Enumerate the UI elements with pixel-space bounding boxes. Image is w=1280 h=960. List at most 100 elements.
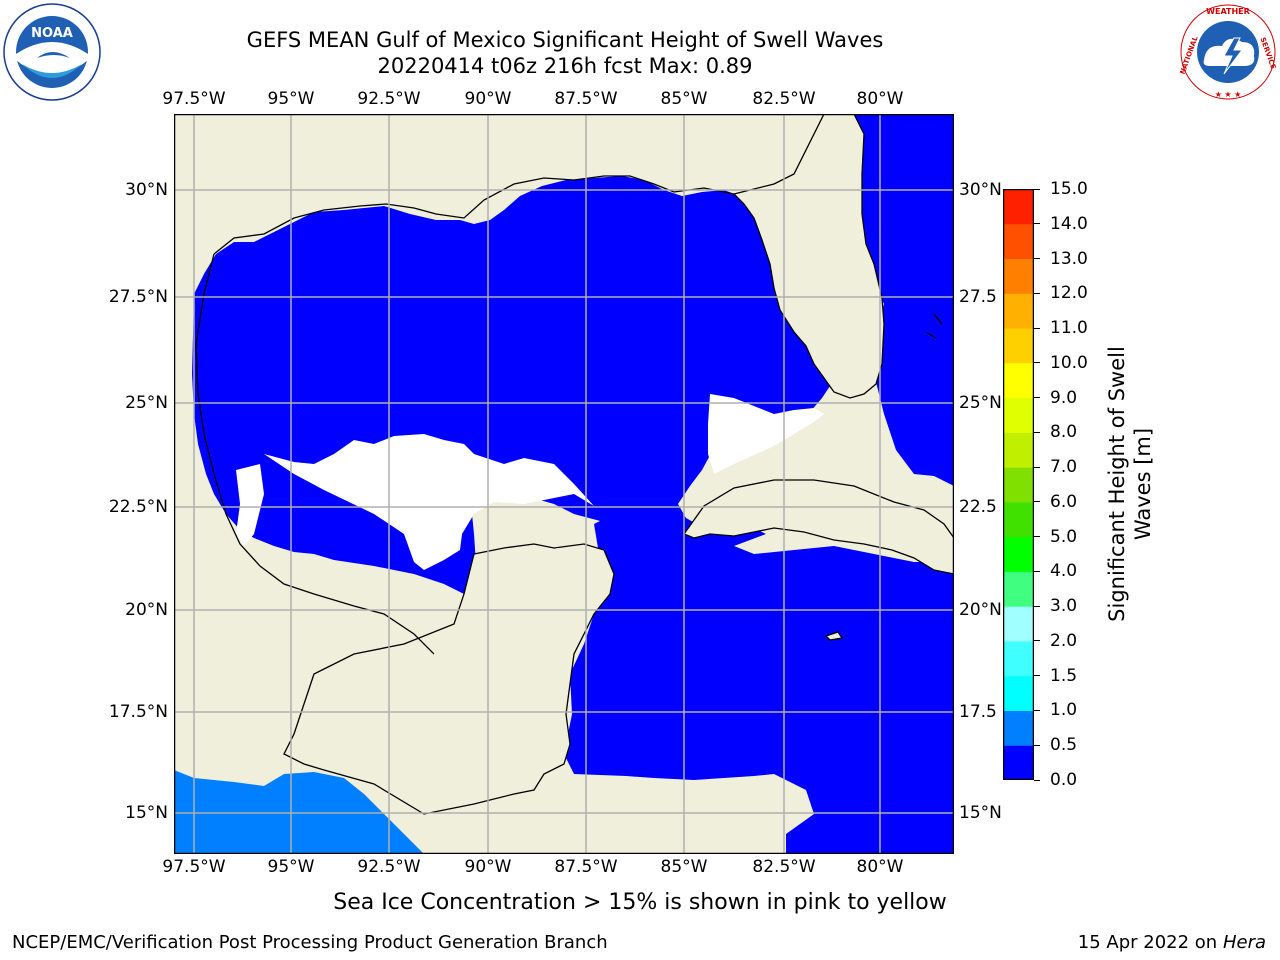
footer-host: Hera	[1222, 932, 1266, 953]
colorbar-tick-label: 1.0	[1050, 700, 1078, 721]
us-gulf-coastline	[213, 175, 735, 255]
gulf-of-mexico-map	[173, 113, 955, 855]
colorbar-tick-label: 5.0	[1050, 526, 1078, 547]
colorbar-tick-label: 8.0	[1050, 422, 1078, 443]
footer-branch: NCEP/EMC/Verification Post Processing Pr…	[12, 932, 608, 953]
lon-tick-bottom: 92.5°W	[357, 857, 421, 877]
colorbar-swatch	[1003, 710, 1034, 746]
lon-tick-bottom: 85°W	[660, 857, 708, 877]
lat-tick-left: 22.5°N	[108, 497, 168, 517]
colorbar-tick-mark	[1034, 709, 1040, 711]
lat-tick-left: 15°N	[125, 803, 168, 823]
lon-tick-bottom: 82.5°W	[752, 857, 816, 877]
colorbar-swatch	[1003, 745, 1034, 781]
colorbar-label-line-2: Waves [m]	[1131, 427, 1155, 541]
colorbar-tick-label: 0.0	[1050, 770, 1078, 790]
colorbar-tick-mark	[1034, 744, 1040, 746]
colorbar-ticks: 0.0 0.5 1.0 1.5 2.0 3.0 4.0 5.0 6.0 7.0 8.0 9.0 10.0…	[1034, 179, 1094, 790]
colorbar-swatch	[1003, 258, 1034, 294]
colorbar-tick-mark	[1034, 292, 1040, 294]
lon-tick-bottom: 87.5°W	[554, 857, 618, 877]
lat-tick-right: 27.5	[959, 287, 997, 307]
title-line-1: GEFS MEAN Gulf of Mexico Significant Hei…	[246, 28, 884, 52]
colorbar-tick-label: 0.5	[1050, 735, 1078, 756]
lon-tick-bottom: 90°W	[464, 857, 512, 877]
lon-tick-bottom: 97.5°W	[162, 857, 226, 877]
colorbar-swatch	[1003, 640, 1034, 677]
map-panel	[173, 113, 955, 855]
lon-tick-top: 82.5°W	[752, 89, 816, 109]
lat-tick-right: 17.5	[959, 702, 997, 722]
jamaica-island	[824, 631, 844, 641]
colorbar-tick-mark	[1034, 779, 1040, 781]
noaa-logo: NOAA	[2, 2, 102, 102]
map-title: GEFS MEAN Gulf of Mexico Significant Hei…	[0, 27, 1130, 79]
colorbar-swatch	[1003, 293, 1034, 329]
colorbar-tick-label: 12.0	[1050, 283, 1088, 304]
lat-tick-right: 25°N	[959, 393, 1002, 413]
colorbar-frame	[1002, 188, 1035, 781]
colorbar-tick-label: 6.0	[1050, 491, 1078, 512]
lat-tick-right: 22.5	[959, 497, 997, 517]
lat-tick-left: 17.5°N	[108, 702, 168, 722]
colorbar-tick-label: 14.0	[1050, 213, 1088, 234]
lon-tick-top: 80°W	[856, 89, 904, 109]
florida-land	[732, 113, 885, 399]
lat-tick-left: 25°N	[125, 393, 168, 413]
lon-tick-top: 90°W	[464, 89, 512, 109]
caribbean-swell-field	[564, 510, 954, 854]
lon-tick-top: 85°W	[660, 89, 708, 109]
colorbar-tick-mark	[1034, 431, 1040, 433]
lat-tick-right: 20°N	[959, 600, 1002, 620]
colorbar-tick-mark	[1034, 675, 1040, 677]
pacific-swell-field	[174, 770, 424, 854]
colorbar-tick-mark	[1034, 397, 1040, 399]
colorbar-swatch	[1003, 397, 1034, 433]
lat-tick-left: 30°N	[125, 180, 168, 200]
title-line-2: 20220414 t06z 216h fcst Max: 0.89	[377, 54, 753, 78]
atlantic-swell-field	[834, 114, 954, 486]
yucatan-land	[283, 543, 615, 815]
lat-tick-left: 27.5°N	[108, 287, 168, 307]
colorbar-tick-label: 1.5	[1050, 665, 1078, 686]
grid-lines	[174, 114, 954, 854]
colorbar-swatch	[1003, 606, 1034, 642]
colorbar-swatch	[1003, 571, 1034, 607]
footer-date: 15 Apr 2022 on Hera	[1078, 932, 1266, 953]
colorbar-tick-mark	[1034, 640, 1040, 642]
colorbar	[1002, 188, 1035, 781]
footer-date-text: 15 Apr 2022 on	[1077, 932, 1223, 953]
colorbar-swatch	[1003, 536, 1034, 572]
colorbar-swatch	[1003, 467, 1034, 503]
colorbar-swatches	[1002, 188, 1035, 781]
colorbar-label-line-1: Significant Height of Swell	[1105, 346, 1129, 622]
colorbar-swatch	[1003, 328, 1034, 364]
colorbar-tick-mark	[1034, 223, 1040, 225]
lat-tick-right: 15°N	[959, 803, 1002, 823]
colorbar-tick-mark	[1034, 327, 1040, 329]
noaa-center-text: NOAA	[31, 26, 73, 41]
colorbar-tick-label: 10.0	[1050, 352, 1088, 373]
colorbar-tick-label: 15.0	[1050, 179, 1088, 199]
bahamas-islands	[925, 313, 943, 339]
lon-tick-top: 97.5°W	[162, 89, 226, 109]
colorbar-tick-label: 7.0	[1050, 457, 1078, 478]
colorbar-tick-mark	[1034, 362, 1040, 364]
colorbar-swatch	[1003, 501, 1034, 538]
colorbar-tick-mark	[1034, 536, 1040, 538]
colorbar-swatch	[1003, 189, 1034, 225]
colorbar-tick-mark	[1034, 570, 1040, 572]
svg-text:★ ★ ★: ★ ★ ★	[1215, 90, 1242, 99]
lon-tick-top: 87.5°W	[554, 89, 618, 109]
colorbar-tick-label: 11.0	[1050, 318, 1088, 339]
map-frame	[173, 113, 955, 855]
gulf-no-data-region	[264, 434, 594, 570]
lon-tick-top: 95°W	[267, 89, 315, 109]
colorbar-tick-label: 4.0	[1050, 561, 1078, 582]
colorbar-tick-mark	[1034, 258, 1040, 260]
colorbar-swatch	[1003, 675, 1034, 711]
colorbar-tick-label: 3.0	[1050, 596, 1078, 617]
colorbar-tick-mark	[1034, 501, 1040, 503]
florida-straits-no-data	[708, 394, 824, 474]
colorbar-tick-mark	[1034, 466, 1040, 468]
